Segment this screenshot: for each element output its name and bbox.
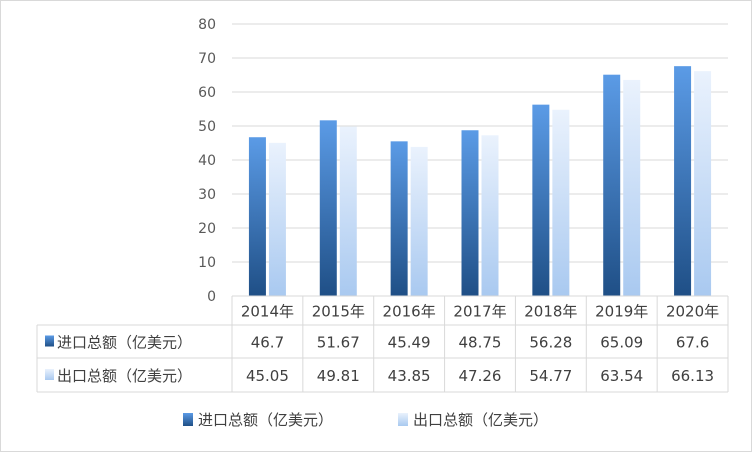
- y-tick-label: 50: [198, 119, 216, 135]
- table-value: 51.67: [317, 334, 360, 352]
- export-bar: [410, 146, 428, 296]
- category-label: 2014年: [241, 303, 294, 321]
- export-bar: [339, 126, 357, 297]
- row-label: 出口总额（亿美元）: [57, 367, 192, 385]
- y-axis-ticks: 0 10 20 30 40 50 60 70 80: [198, 17, 216, 305]
- bars: [248, 66, 712, 297]
- export-bar: [552, 109, 570, 296]
- category-label: 2016年: [383, 303, 436, 321]
- data-table: 2014年 2015年 2016年 2017年 2018年 2019年 2020年进口总额（…: [36, 295, 729, 393]
- legend-swatch: [398, 413, 408, 426]
- y-tick-label: 80: [198, 17, 216, 33]
- category-label: 2015年: [312, 303, 365, 321]
- y-tick-label: 30: [198, 187, 216, 203]
- gridlines: [232, 23, 728, 263]
- export-bar: [694, 71, 712, 297]
- table-value: 49.81: [317, 367, 360, 385]
- row-legend-swatch: [45, 369, 54, 380]
- legend-swatch: [183, 413, 193, 426]
- export-bar: [268, 142, 286, 296]
- table-value: 43.85: [388, 367, 431, 385]
- y-tick-label: 60: [198, 85, 216, 101]
- table-value: 54.77: [529, 367, 572, 385]
- export-bar: [623, 79, 641, 297]
- y-tick-label: 0: [207, 289, 216, 305]
- table-value: 45.49: [388, 334, 431, 352]
- y-tick-label: 40: [198, 153, 216, 169]
- table-value: 45.05: [246, 367, 289, 385]
- row-legend-swatch: [45, 335, 54, 347]
- table-value: 67.6: [676, 334, 709, 352]
- category-label: 2018年: [524, 303, 577, 321]
- import-bar: [461, 130, 479, 296]
- legend-label: 出口总额（亿美元）: [413, 411, 548, 429]
- import-bar: [390, 141, 408, 296]
- y-tick-label: 70: [198, 51, 216, 67]
- category-label: 2017年: [453, 303, 506, 321]
- category-label: 2020年: [666, 303, 719, 321]
- import-bar: [674, 66, 692, 296]
- import-bar: [532, 104, 550, 296]
- import-bar: [319, 120, 337, 297]
- row-label: 进口总额（亿美元）: [57, 334, 192, 352]
- export-bar: [481, 135, 499, 296]
- import-bar: [603, 74, 621, 296]
- y-tick-label: 10: [198, 255, 216, 271]
- legend: 进口总额（亿美元） 出口总额（亿美元）: [183, 411, 548, 429]
- import-bar: [248, 137, 266, 296]
- table-value: 46.7: [251, 334, 284, 352]
- table-value: 56.28: [529, 334, 572, 352]
- category-label: 2019年: [595, 303, 648, 321]
- table-value: 65.09: [600, 334, 643, 352]
- table-value: 48.75: [459, 334, 502, 352]
- legend-label: 进口总额（亿美元）: [198, 411, 333, 429]
- table-value: 47.26: [459, 367, 502, 385]
- y-tick-label: 20: [198, 221, 216, 237]
- table-value: 63.54: [600, 367, 643, 385]
- table-value: 66.13: [671, 367, 714, 385]
